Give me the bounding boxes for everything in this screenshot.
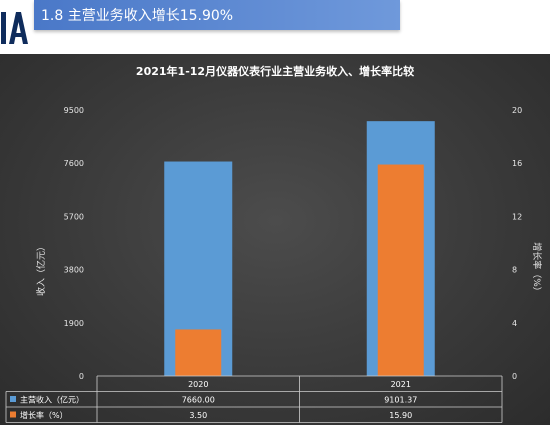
y-tick-label-5: 9500 xyxy=(64,106,84,115)
chart-svg: 2021年1-12月仪器仪表行业主营业务收入、增长率比较 0 1900 3800 57… xyxy=(5,64,543,423)
legend-label-0: 主营收入（亿元） xyxy=(20,395,84,405)
plot-area xyxy=(164,121,435,376)
y-axis-left: 0 1900 3800 5700 7600 9500 xyxy=(64,106,84,381)
table-cell-0-0: 7660.00 xyxy=(182,396,215,405)
bar-growth-2020 xyxy=(175,329,222,376)
category-label-2021: 2021 xyxy=(391,380,411,389)
company-logo xyxy=(0,0,34,46)
chart-container: 2021年1-12月仪器仪表行业主营业务收入、增长率比较 0 1900 3800 57… xyxy=(0,54,550,425)
table-cell-1-1: 15.90 xyxy=(389,411,412,420)
table-cell-1-0: 3.50 xyxy=(189,411,207,420)
y-tick-label-4: 7600 xyxy=(64,159,84,168)
data-table: 2020 2021 主营收入（亿元） 7660.00 9101.37 增长率（%） 3.50… xyxy=(5,375,503,423)
section-title: 1.8 主营业务收入增长15.90% xyxy=(41,8,234,24)
y2-tick-label-5: 20 xyxy=(512,106,522,115)
y-tick-label-3: 5700 xyxy=(64,212,84,221)
bar-growth-2021 xyxy=(377,164,424,376)
legend-swatch-0 xyxy=(10,396,16,402)
y-axis-label: 收入（亿元） xyxy=(35,242,47,296)
category-label-2020: 2020 xyxy=(188,380,208,389)
legend-label-1: 增长率（%） xyxy=(20,410,68,420)
y2-tick-label-4: 16 xyxy=(512,159,522,168)
y2-tick-label-0: 0 xyxy=(512,372,517,381)
y2-axis-label: 增长率（%） xyxy=(531,242,543,296)
legend-swatch-1 xyxy=(10,411,16,418)
y2-tick-label-3: 12 xyxy=(512,212,522,221)
y-tick-label-2: 3800 xyxy=(64,266,84,275)
y-axis-right: 0 4 8 12 16 20 xyxy=(512,106,522,381)
chart-title: 2021年1-12月仪器仪表行业主营业务收入、增长率比较 xyxy=(136,64,414,78)
logo-icon xyxy=(0,0,34,46)
y2-tick-label-1: 4 xyxy=(512,319,517,328)
y-tick-label-1: 1900 xyxy=(64,319,84,328)
y-tick-label-0: 0 xyxy=(79,372,84,381)
table-cell-0-1: 9101.37 xyxy=(384,396,417,405)
section-header-bar: 1.8 主营业务收入增长15.90% xyxy=(34,0,400,30)
y2-tick-label-2: 8 xyxy=(512,266,517,275)
